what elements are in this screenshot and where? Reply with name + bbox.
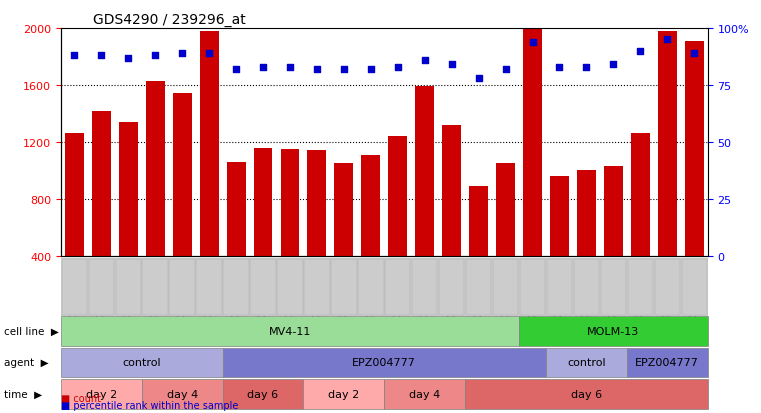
Point <box>123 55 135 62</box>
Point <box>661 37 673 43</box>
Text: day 2: day 2 <box>328 389 359 399</box>
Text: cell line  ▶: cell line ▶ <box>4 326 59 336</box>
Text: control: control <box>567 358 606 368</box>
Text: control: control <box>123 358 161 368</box>
Bar <box>658 32 677 256</box>
Bar <box>442 126 461 256</box>
Text: EPZ004777: EPZ004777 <box>635 358 699 368</box>
Bar <box>416 87 435 256</box>
Bar <box>173 94 192 256</box>
Bar <box>388 137 407 256</box>
Point <box>553 64 565 71</box>
Point <box>230 66 242 73</box>
Point <box>95 53 107 59</box>
Point <box>607 62 619 69</box>
Bar <box>470 187 488 256</box>
Point <box>527 39 539 46</box>
Text: ■ percentile rank within the sample: ■ percentile rank within the sample <box>61 400 238 410</box>
Point <box>634 48 646 55</box>
Text: MOLM-13: MOLM-13 <box>587 326 639 336</box>
Point <box>257 64 269 71</box>
Bar <box>334 164 353 256</box>
Bar <box>361 155 380 256</box>
Text: MV4-11: MV4-11 <box>269 326 311 336</box>
Bar <box>199 32 218 256</box>
Text: EPZ004777: EPZ004777 <box>352 358 416 368</box>
Text: GDS4290 / 239296_at: GDS4290 / 239296_at <box>93 12 246 26</box>
Point <box>446 62 458 69</box>
Point <box>176 50 188 57</box>
Text: day 6: day 6 <box>247 389 279 399</box>
Bar <box>604 166 622 256</box>
Point <box>499 66 511 73</box>
Point <box>392 64 404 71</box>
Text: time  ▶: time ▶ <box>4 389 42 399</box>
Bar <box>92 111 111 256</box>
Bar <box>550 176 569 256</box>
Point <box>581 64 593 71</box>
Bar <box>523 0 542 256</box>
Bar <box>253 148 272 256</box>
Point <box>365 66 377 73</box>
Text: day 2: day 2 <box>86 389 117 399</box>
Bar <box>227 162 246 256</box>
Point <box>68 53 81 59</box>
Bar <box>65 134 84 256</box>
Point <box>149 53 161 59</box>
Bar <box>307 151 326 256</box>
Text: day 4: day 4 <box>167 389 198 399</box>
Point <box>203 50 215 57</box>
Point <box>310 66 323 73</box>
Point <box>473 76 485 82</box>
Point <box>688 50 700 57</box>
Bar <box>146 81 164 256</box>
Point <box>419 57 431 64</box>
Bar <box>577 171 596 256</box>
Bar <box>281 150 299 256</box>
Text: ■ count: ■ count <box>61 393 101 403</box>
Bar <box>496 164 515 256</box>
Bar <box>631 134 650 256</box>
Bar <box>119 123 138 256</box>
Text: agent  ▶: agent ▶ <box>4 358 49 368</box>
Text: day 6: day 6 <box>571 389 602 399</box>
Text: day 4: day 4 <box>409 389 441 399</box>
Point <box>284 64 296 71</box>
Bar <box>685 42 704 256</box>
Point <box>338 66 350 73</box>
